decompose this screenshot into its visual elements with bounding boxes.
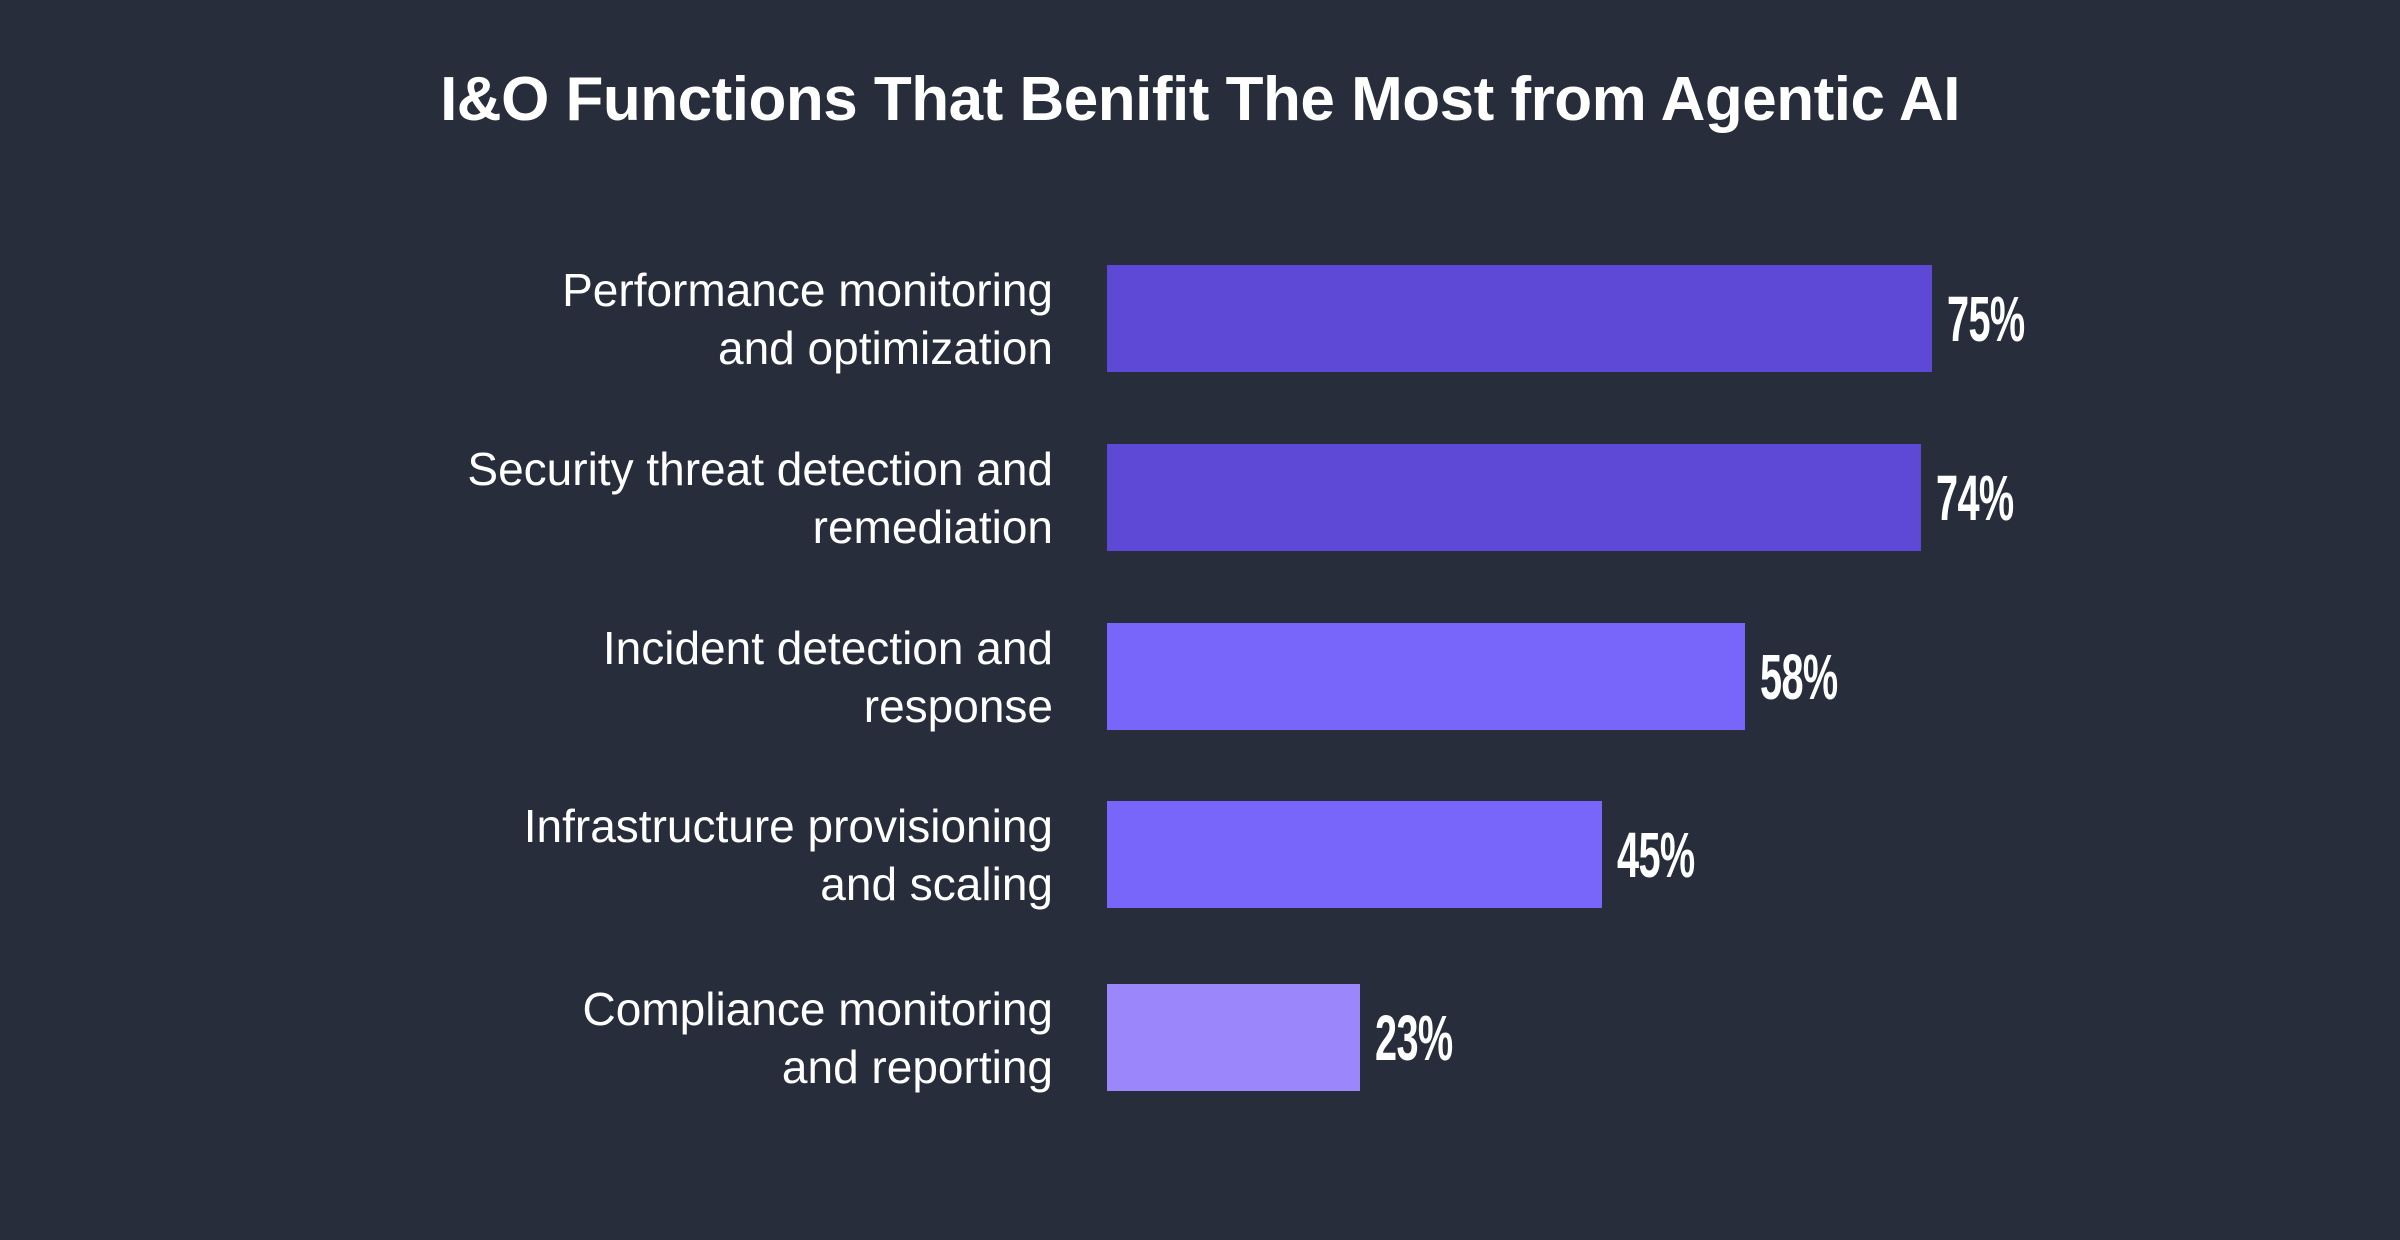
category-label: Security threat detection and remediatio… bbox=[467, 442, 1053, 553]
bar-row: Compliance monitoring and reporting 23% bbox=[0, 983, 2400, 1093]
bar bbox=[1107, 801, 1602, 908]
category-label: Incident detection and response bbox=[602, 621, 1053, 732]
value-label: 58% bbox=[1760, 640, 1838, 713]
bar bbox=[1107, 984, 1360, 1091]
value-label: 23% bbox=[1375, 1001, 1453, 1074]
category-label: Infrastructure provisioning and scaling bbox=[523, 799, 1053, 910]
bar bbox=[1107, 265, 1932, 372]
bar-row: Performance monitoring and optimization 7… bbox=[0, 264, 2400, 374]
category-label: Performance monitoring and optimization bbox=[562, 263, 1053, 374]
value-label: 45% bbox=[1617, 818, 1695, 891]
value-label: 75% bbox=[1947, 282, 2025, 355]
category-label: Compliance monitoring and reporting bbox=[582, 982, 1053, 1093]
bar-row: Security threat detection and remediatio… bbox=[0, 443, 2400, 553]
bar bbox=[1107, 444, 1921, 551]
bar-row: Infrastructure provisioning and scaling 4… bbox=[0, 800, 2400, 910]
bar bbox=[1107, 623, 1745, 730]
chart-title: I&O Functions That Benifit The Most from… bbox=[440, 65, 1960, 134]
bar-row: Incident detection and response 58% bbox=[0, 622, 2400, 732]
value-label: 74% bbox=[1936, 461, 2014, 534]
